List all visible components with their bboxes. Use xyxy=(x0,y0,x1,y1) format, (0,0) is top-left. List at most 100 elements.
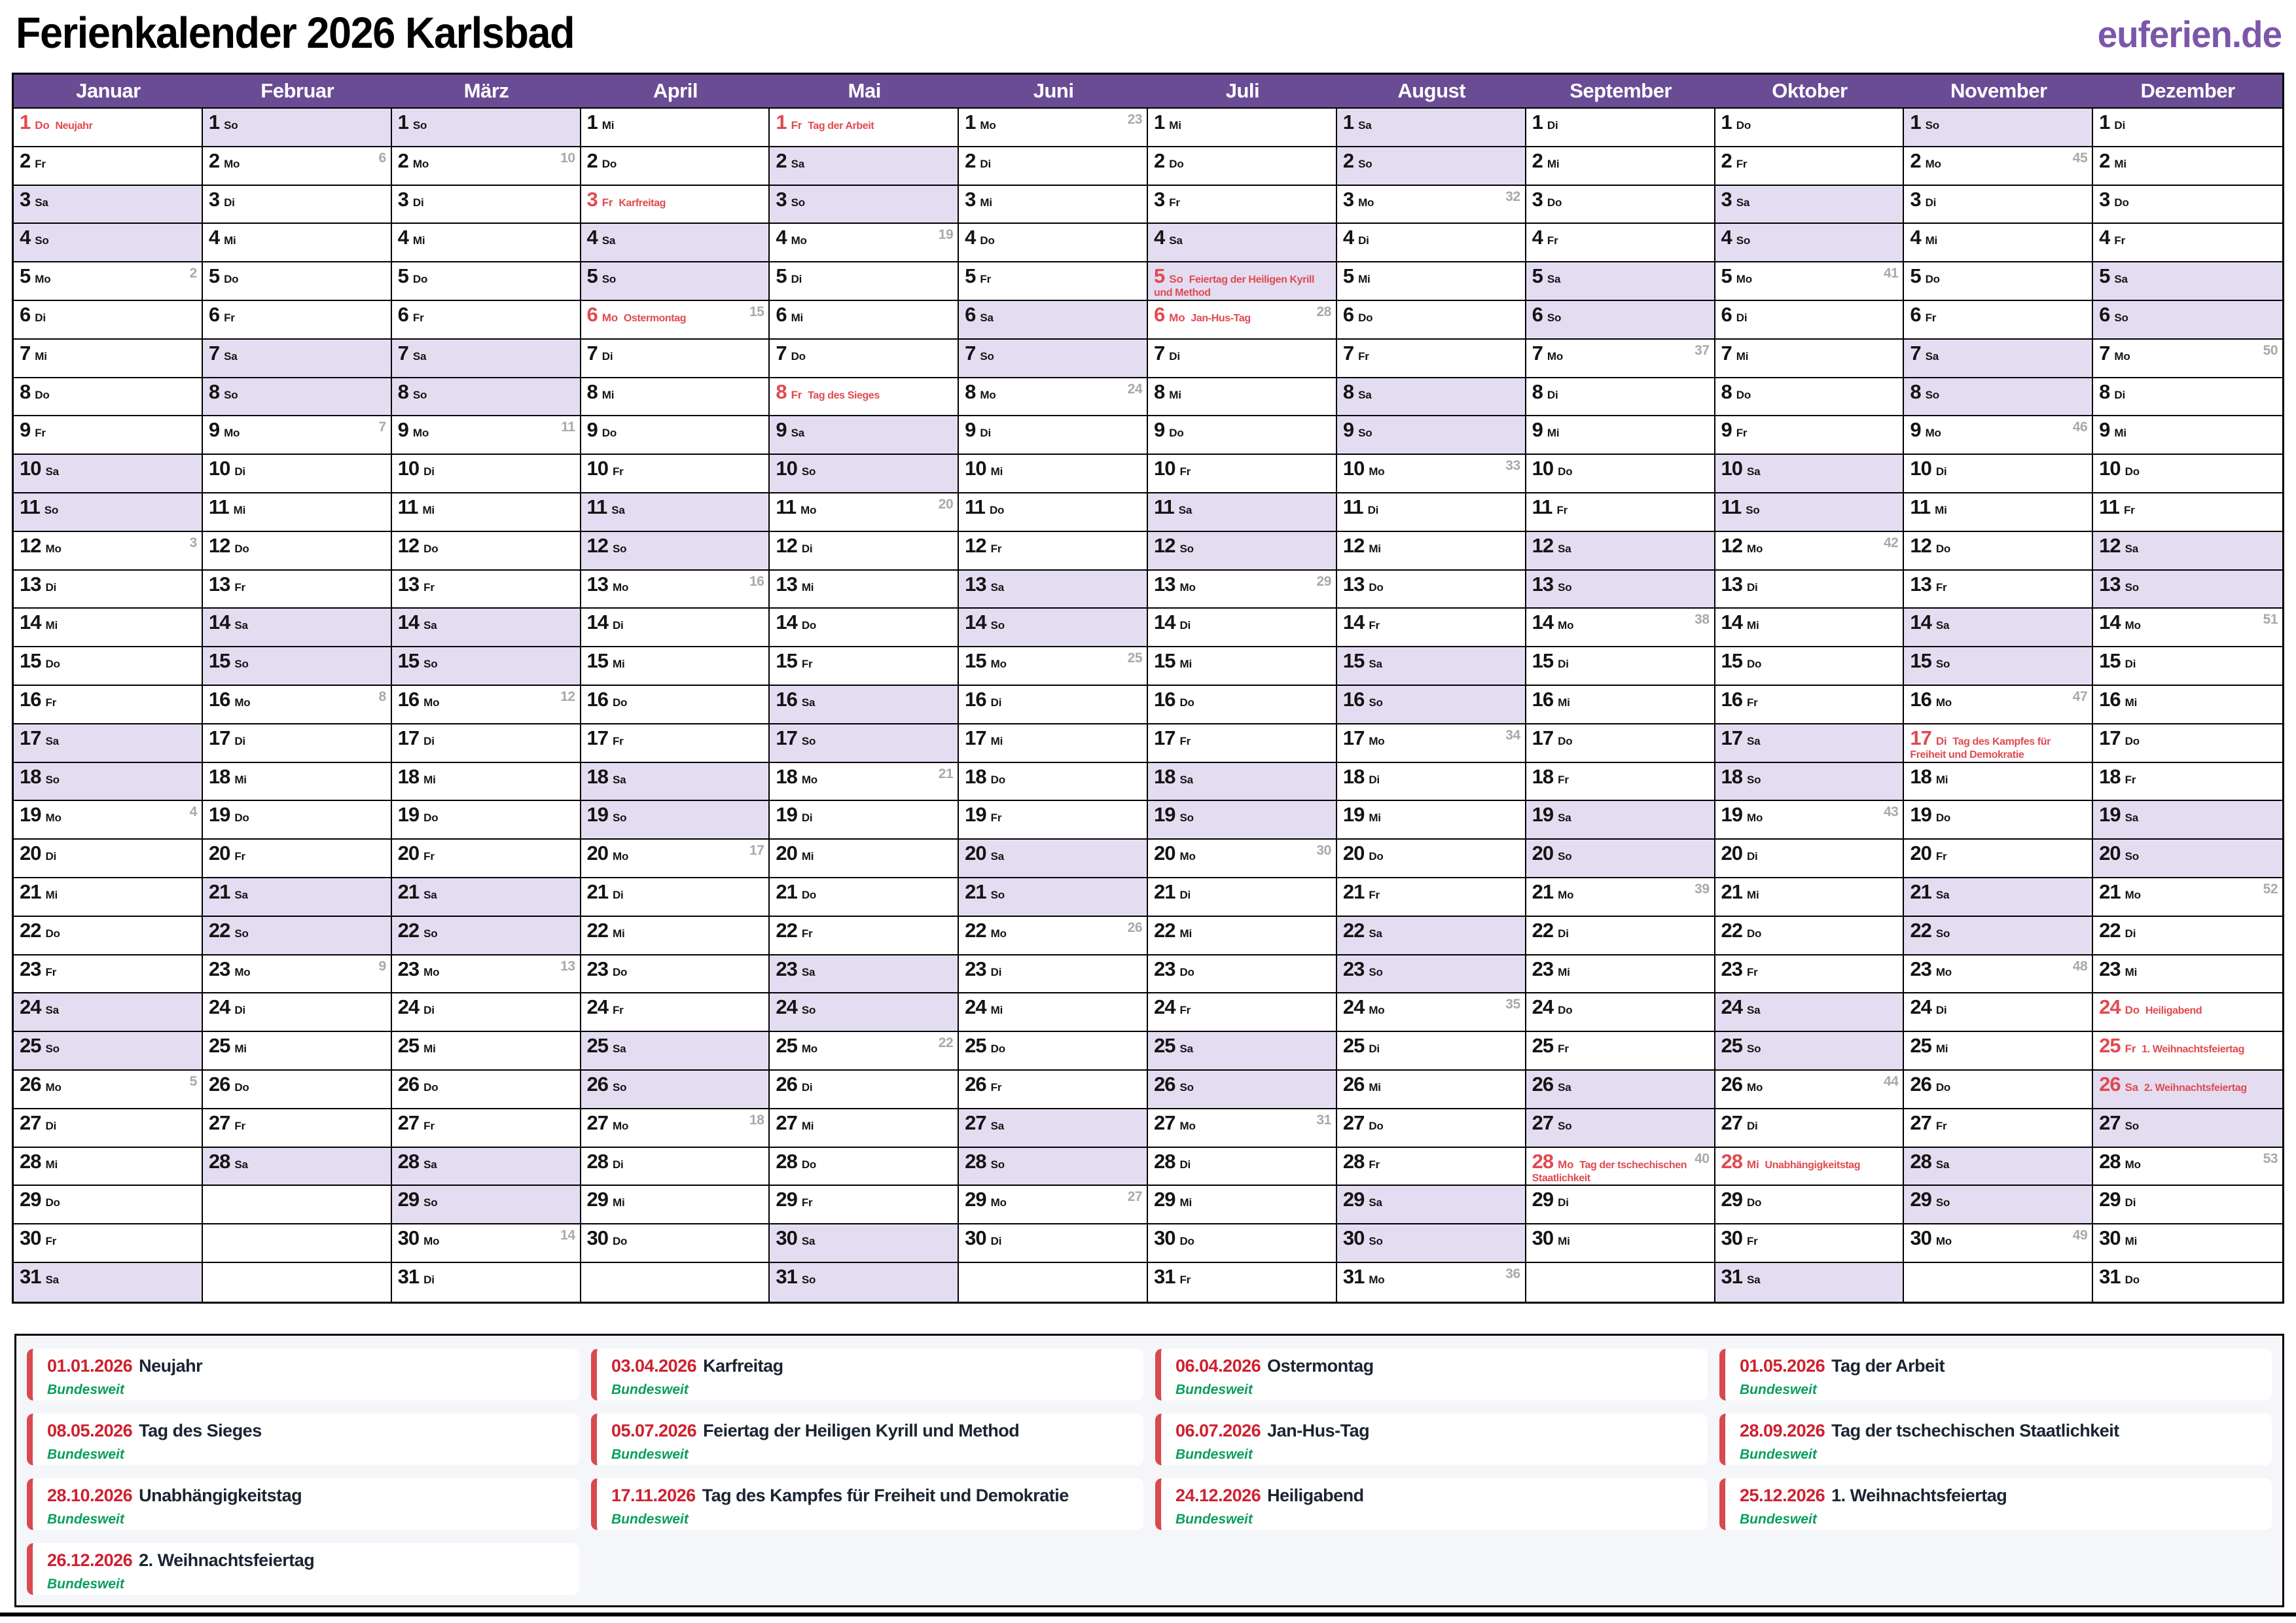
day-number: 7 xyxy=(397,341,409,365)
day-number: 5 xyxy=(1721,264,1732,288)
day-cell: 11 Mi xyxy=(1904,493,2094,532)
day-cell: 1 So xyxy=(391,109,581,147)
holiday-name: Tag der tschechischen Staatlichkeit xyxy=(1831,1421,2119,1440)
day-number: 30 xyxy=(1532,1226,1554,1250)
weekday-label: Fr xyxy=(1179,734,1191,747)
day-cell: 37 7 Mo xyxy=(1526,339,1715,378)
footer-divider xyxy=(0,1613,2296,1616)
day-number: 20 xyxy=(208,842,230,865)
day-number: 26 xyxy=(1721,1072,1743,1096)
day-cell: 13 So xyxy=(1526,570,1715,609)
day-number: 28 xyxy=(208,1149,230,1173)
day-number: 9 xyxy=(2099,418,2110,442)
day-cell: 20 So xyxy=(2093,840,2282,878)
day-cell: 18 Mi xyxy=(1904,762,2094,802)
weekday-label: Di xyxy=(612,619,624,632)
weekday-label: Do xyxy=(2125,465,2140,478)
day-cell: 19 So xyxy=(1148,801,1337,840)
day-cell: 3 Do xyxy=(1526,185,1715,224)
day-number: 4 xyxy=(776,226,787,249)
day-number: 15 xyxy=(965,649,986,673)
weekday-label: Do xyxy=(1736,119,1751,132)
day-number: 19 xyxy=(397,803,420,827)
holiday-label: Jan-Hus-Tag xyxy=(1191,312,1251,324)
day-cell: 9 So xyxy=(1336,416,1526,455)
weekday-label: Mo xyxy=(1736,273,1752,286)
day-number: 9 xyxy=(1342,418,1354,442)
day-number: 22 xyxy=(20,918,41,942)
weekday-label: Di xyxy=(45,850,57,863)
day-cell: 28 Di xyxy=(1148,1147,1337,1186)
weekday-label: So xyxy=(801,734,816,747)
day-cell: 6 Mi xyxy=(770,300,960,340)
day-cell: 14 Sa xyxy=(391,609,581,648)
weekday-label: Mi xyxy=(2125,696,2138,709)
weekday-label: Mi xyxy=(1925,234,1938,247)
day-cell: 12 Di xyxy=(770,531,960,571)
weekday-label: Mo xyxy=(1369,1273,1385,1286)
weekday-label: Sa xyxy=(45,1273,59,1286)
day-number: 28 xyxy=(776,1149,797,1173)
week-number: 40 xyxy=(1695,1150,1710,1166)
weekday-label: Do xyxy=(45,658,60,671)
day-number: 22 xyxy=(1154,918,1175,942)
day-number: 14 xyxy=(1910,611,1931,634)
day-number: 9 xyxy=(1154,418,1165,442)
weekday-label: Di xyxy=(1179,1158,1191,1171)
day-number: 14 xyxy=(1154,611,1175,634)
weekday-label: Fr xyxy=(412,311,424,324)
day-number: 3 xyxy=(965,187,976,211)
weekday-label: Fr xyxy=(45,696,57,709)
day-cell: 15 Sa xyxy=(1336,647,1526,686)
day-cell: 5 So Feiertag der Heiligen Kyrill und Meth… xyxy=(1148,262,1337,301)
weekday-label: Mi xyxy=(2125,965,2138,978)
weekday-label: Sa xyxy=(791,157,805,170)
day-cell: 20 So xyxy=(1526,840,1715,878)
day-number: 14 xyxy=(965,611,986,634)
weekday-label: Sa xyxy=(1179,773,1193,786)
day-number: 1 xyxy=(1910,111,1921,134)
day-cell: 1 Do xyxy=(1715,109,1905,147)
day-cell: 18 So xyxy=(1715,762,1905,802)
holiday-date: 06.07.2026 xyxy=(1175,1421,1261,1440)
day-cell: 26 Sa 2. Weihnachtsfeiertag xyxy=(2093,1070,2282,1109)
day-cell: 8 Di xyxy=(1526,378,1715,417)
holiday-date: 24.12.2026 xyxy=(1175,1486,1261,1505)
weekday-label: Mi xyxy=(423,1043,436,1056)
day-cell: 10 Sa xyxy=(14,455,203,493)
legend-item-title: 28.09.2026 Tag der tschechischen Staatlic… xyxy=(1740,1421,2261,1441)
weekday-label: Mo xyxy=(224,157,240,170)
day-number: 23 xyxy=(2099,957,2121,980)
weekday-label: So xyxy=(224,119,238,132)
legend-item: 24.12.2026 Heiligabend Bundesweit xyxy=(1155,1478,1708,1530)
day-cell: 17 Mi xyxy=(959,724,1148,763)
weekday-label: So xyxy=(1369,1235,1383,1248)
weekday-label: Do xyxy=(612,696,628,709)
weekday-label: Sa xyxy=(1178,503,1193,516)
day-number: 6 xyxy=(1721,302,1732,326)
week-number: 27 xyxy=(1127,1189,1143,1205)
day-cell: 16 Mi xyxy=(1526,685,1715,724)
day-number: 7 xyxy=(20,341,31,365)
day-cell: 1 So xyxy=(202,109,392,147)
holiday-label: Karfreitag xyxy=(619,197,666,209)
day-cell: 18 Fr xyxy=(1526,762,1715,802)
day-number: 31 xyxy=(2099,1264,2121,1288)
site-logo[interactable]: euferien.de xyxy=(2097,14,2282,56)
day-cell: 3 Fr xyxy=(1148,185,1337,224)
weekday-label: Mo xyxy=(1169,311,1185,324)
day-number: 6 xyxy=(776,302,787,326)
day-number: 12 xyxy=(208,533,230,557)
day-number: 28 xyxy=(1910,1149,1931,1173)
day-cell: 24 So xyxy=(770,993,960,1033)
day-cell: 9 Fr xyxy=(14,416,203,455)
day-cell: 17 Di xyxy=(202,724,392,763)
weekday-label: Fr xyxy=(1925,311,1937,324)
day-number: 4 xyxy=(397,226,409,249)
day-number: 3 xyxy=(776,187,787,211)
weekday-label: Fr xyxy=(1935,1119,1947,1132)
weekday-label: So xyxy=(1935,658,1950,671)
day-cell: 9 Di xyxy=(959,416,1148,455)
day-number: 6 xyxy=(20,302,31,326)
weekday-label: Mi xyxy=(601,119,615,132)
